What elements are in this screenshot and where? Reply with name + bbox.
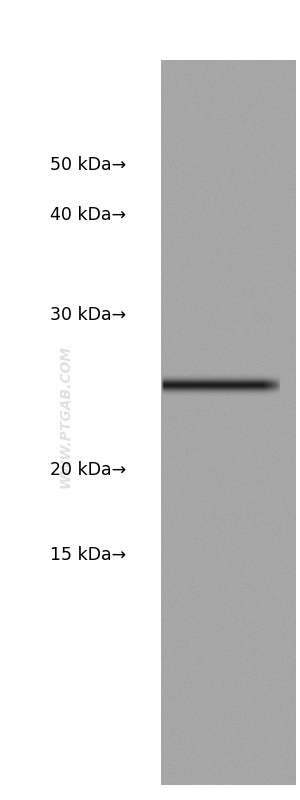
Text: 15 kDa→: 15 kDa→: [50, 546, 126, 564]
Text: WWW.PTGAB.COM: WWW.PTGAB.COM: [59, 345, 73, 487]
Text: 30 kDa→: 30 kDa→: [50, 306, 126, 324]
Text: 40 kDa→: 40 kDa→: [50, 206, 126, 224]
Text: 50 kDa→: 50 kDa→: [50, 156, 126, 174]
Text: 20 kDa→: 20 kDa→: [50, 461, 126, 479]
